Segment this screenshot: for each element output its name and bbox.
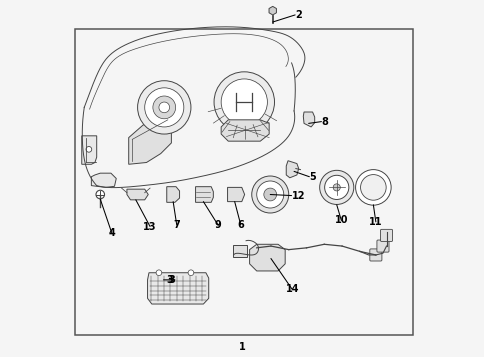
- Polygon shape: [286, 161, 298, 178]
- Text: 11: 11: [368, 217, 382, 227]
- Text: 5: 5: [309, 172, 316, 182]
- FancyBboxPatch shape: [369, 249, 381, 261]
- Text: 8: 8: [321, 117, 328, 127]
- Text: 12: 12: [291, 191, 304, 201]
- Polygon shape: [147, 273, 208, 304]
- Circle shape: [333, 184, 340, 191]
- Circle shape: [137, 81, 191, 134]
- Polygon shape: [127, 189, 148, 200]
- Bar: [232, 245, 247, 257]
- Polygon shape: [82, 136, 96, 164]
- Circle shape: [221, 79, 267, 125]
- Polygon shape: [128, 116, 171, 164]
- Text: 9: 9: [214, 220, 221, 230]
- Text: 1: 1: [239, 342, 245, 352]
- Polygon shape: [166, 187, 179, 202]
- Circle shape: [256, 181, 283, 208]
- Text: 10: 10: [334, 216, 348, 226]
- Circle shape: [152, 96, 175, 119]
- Text: 3: 3: [166, 275, 173, 285]
- Circle shape: [263, 188, 276, 201]
- Polygon shape: [269, 6, 276, 15]
- Polygon shape: [221, 120, 269, 141]
- Text: 13: 13: [143, 221, 156, 231]
- Circle shape: [324, 175, 348, 200]
- Polygon shape: [195, 187, 213, 202]
- Circle shape: [96, 190, 105, 199]
- Circle shape: [159, 102, 169, 113]
- Circle shape: [213, 72, 274, 132]
- Polygon shape: [227, 187, 244, 202]
- Text: 2: 2: [295, 10, 301, 20]
- Circle shape: [86, 146, 91, 152]
- Circle shape: [144, 88, 183, 127]
- Polygon shape: [91, 173, 116, 187]
- Circle shape: [360, 175, 385, 200]
- Circle shape: [319, 170, 353, 205]
- Circle shape: [251, 176, 288, 213]
- Polygon shape: [249, 244, 285, 271]
- Text: 7: 7: [173, 220, 180, 230]
- Circle shape: [188, 270, 194, 276]
- Bar: [75, 29, 412, 335]
- FancyBboxPatch shape: [379, 229, 392, 241]
- Circle shape: [355, 170, 390, 205]
- FancyBboxPatch shape: [376, 240, 388, 252]
- Text: 3: 3: [168, 275, 175, 285]
- Text: 14: 14: [285, 285, 299, 295]
- Circle shape: [156, 270, 162, 276]
- Polygon shape: [302, 112, 314, 127]
- Text: 4: 4: [108, 227, 115, 237]
- Text: 6: 6: [237, 220, 243, 230]
